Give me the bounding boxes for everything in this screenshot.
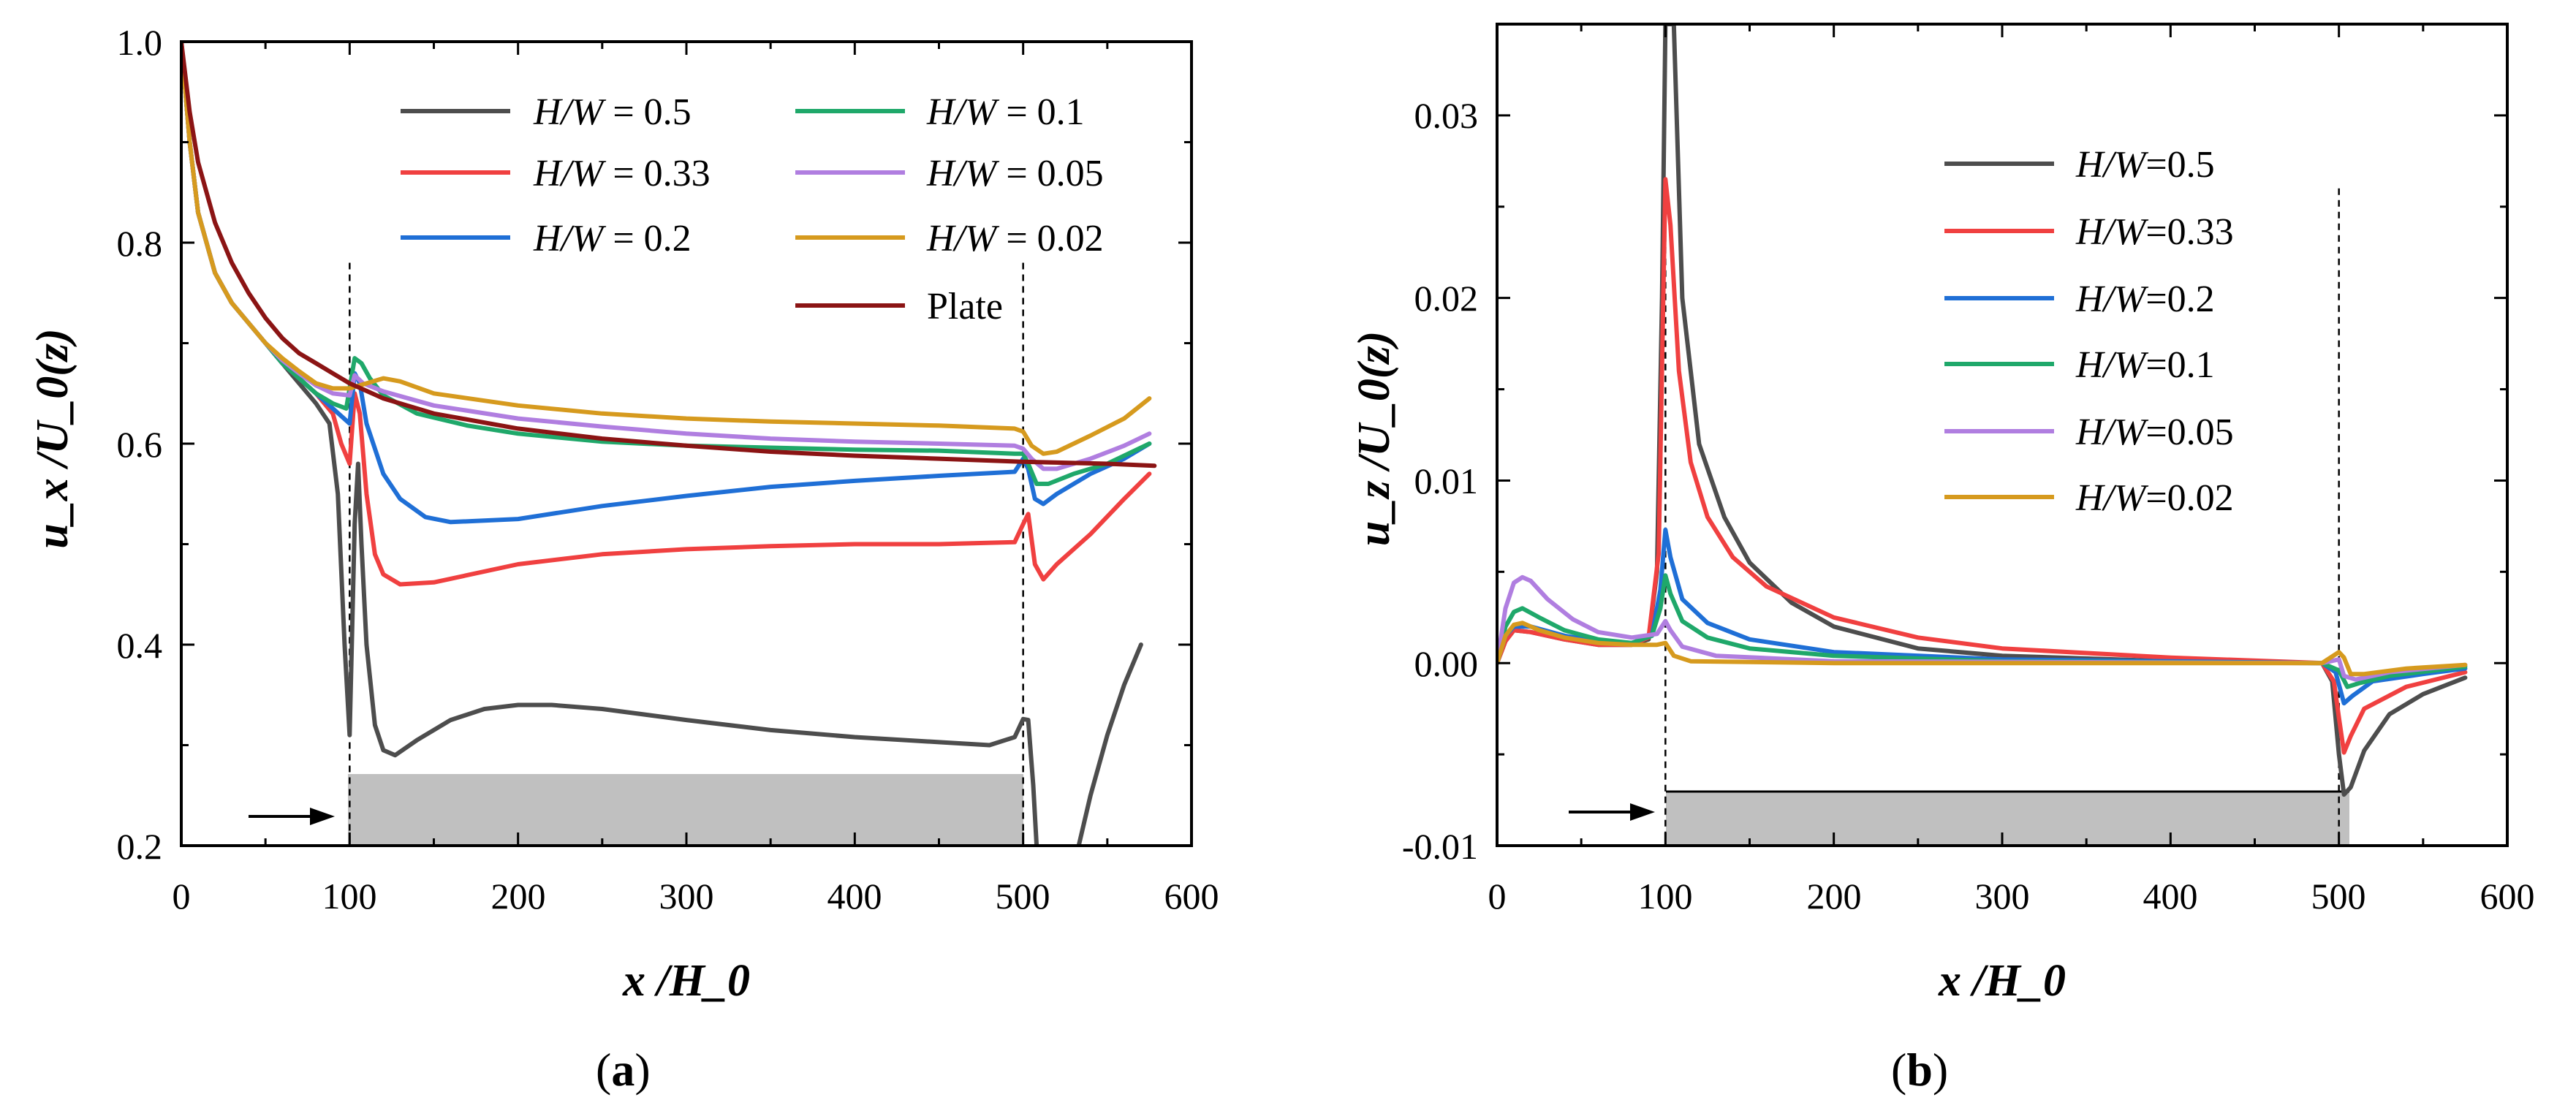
panel-b-legend: H/W=0.5 H/W=0.33 H/W=0.2 H/W=0.1 H/W=0.0…: [1944, 144, 2234, 519]
legend-label: Plate: [927, 286, 1003, 327]
series-line-plate: [181, 42, 1157, 469]
legend-entry: H/W=0.05: [1944, 411, 2234, 453]
y-tick-label: 0.2: [117, 826, 163, 867]
x-tick-label: 200: [491, 876, 546, 917]
y-tick-label: -0.01: [1402, 826, 1478, 867]
x-tick-label: 500: [996, 876, 1050, 917]
panel-b-vertical-dashed-lines: [1664, 188, 2340, 846]
x-tick-label: 200: [1807, 876, 1862, 917]
x-tick-label: 100: [322, 876, 377, 917]
x-tick-label: 0: [1488, 876, 1507, 917]
legend-entry: H/W = 0.02: [795, 218, 1104, 259]
legend-entry: H/W = 0.5: [401, 91, 692, 133]
legend-entry: H/W=0.33: [1944, 211, 2234, 253]
series-line-h-w-0-1: [1497, 573, 2468, 689]
y-tick-label: 0.03: [1414, 95, 1479, 136]
legend-label: H/W = 0.5: [533, 91, 692, 133]
legend-label: H/W=0.33: [2075, 211, 2234, 253]
legend-label: H/W = 0.02: [926, 218, 1104, 259]
legend-label: H/W=0.2: [2075, 278, 2215, 320]
legend-entry: H/W = 0.1: [795, 91, 1085, 133]
legend-entry: H/W=0.02: [1944, 477, 2234, 519]
panel-a-flow-arrow: [249, 808, 335, 825]
legend-entry: H/W=0.1: [1944, 344, 2215, 386]
panel-b-ticks: [1496, 23, 2509, 847]
panel-b-x-axis-label: x /H_0: [1938, 956, 2066, 1006]
panel-b-chart: -0.01 0.00 0.01 0.02 0.03 0 100 200 300 …: [1349, 23, 2535, 1096]
x-tick-label: 600: [2480, 876, 2535, 917]
panel-b-flow-arrow: [1569, 803, 1655, 821]
legend-entry: H/W = 0.2: [401, 218, 692, 259]
legend-label: H/W = 0.05: [926, 153, 1104, 194]
legend-label: H/W=0.05: [2075, 411, 2234, 453]
y-tick-label: 0.01: [1414, 460, 1479, 501]
legend-entry: H/W = 0.33: [401, 153, 711, 194]
legend-label: H/W = 0.1: [926, 91, 1085, 133]
panel-a-series-lines: [181, 42, 1157, 846]
series-line-h-w-0-5: [1497, 24, 2468, 797]
legend-label: H/W=0.1: [2075, 344, 2215, 386]
x-tick-label: 400: [827, 876, 882, 917]
panel-a-label: (a): [596, 1044, 651, 1096]
x-tick-label: 100: [1638, 876, 1693, 917]
x-tick-label: 500: [2311, 876, 2366, 917]
x-tick-label: 600: [1164, 876, 1219, 917]
panel-a-ticks: [180, 40, 1193, 847]
y-tick-label: 1.0: [117, 22, 163, 63]
panel-b-series-lines: [1497, 24, 2468, 797]
series-line-h-w-0-05: [1497, 574, 2468, 682]
legend-entry: H/W=0.5: [1944, 144, 2215, 186]
panel-b-label: (b): [1891, 1044, 1948, 1096]
panel-a-legend: H/W = 0.5 H/W = 0.33 H/W = 0.2 H/W = 0.1…: [401, 91, 1104, 327]
panel-a-chart: 0.2 0.4 0.6 0.8 1.0 0 100 200 300 400 50…: [28, 22, 1219, 1096]
panel-a-y-axis-label: u_x /U_0(z): [28, 328, 77, 548]
legend-label: H/W=0.5: [2075, 144, 2215, 186]
x-tick-label: 300: [659, 876, 714, 917]
x-tick-label: 300: [1975, 876, 2030, 917]
y-tick-label: 0.4: [117, 625, 163, 666]
panel-a-x-axis-label: x /H_0: [622, 956, 750, 1006]
panel-b-y-axis-label: u_z /U_0(z): [1349, 331, 1399, 547]
series-line-h-w-0-02: [1497, 621, 2468, 677]
legend-entry: Plate: [795, 286, 1003, 327]
legend-label: H/W = 0.2: [533, 218, 692, 259]
panel-a-vertical-dashed-lines: [349, 262, 1024, 846]
x-tick-label: 400: [2143, 876, 2198, 917]
x-tick-label: 0: [173, 876, 191, 917]
y-tick-label: 0.02: [1414, 278, 1479, 319]
series-line-h-w-0-2: [1497, 527, 2468, 706]
legend-entry: H/W=0.2: [1944, 278, 2215, 320]
legend-entry: H/W = 0.05: [795, 153, 1104, 194]
y-tick-label: 0.00: [1414, 643, 1479, 684]
y-tick-label: 0.6: [117, 424, 163, 465]
series-line-h-w-0-02: [181, 42, 1152, 456]
panel-b-shaded-block: [1666, 792, 2349, 846]
series-line-h-w-0-33: [1497, 177, 2468, 755]
y-tick-label: 0.8: [117, 223, 163, 264]
legend-label: H/W=0.02: [2075, 477, 2234, 519]
legend-label: H/W = 0.33: [533, 153, 711, 194]
